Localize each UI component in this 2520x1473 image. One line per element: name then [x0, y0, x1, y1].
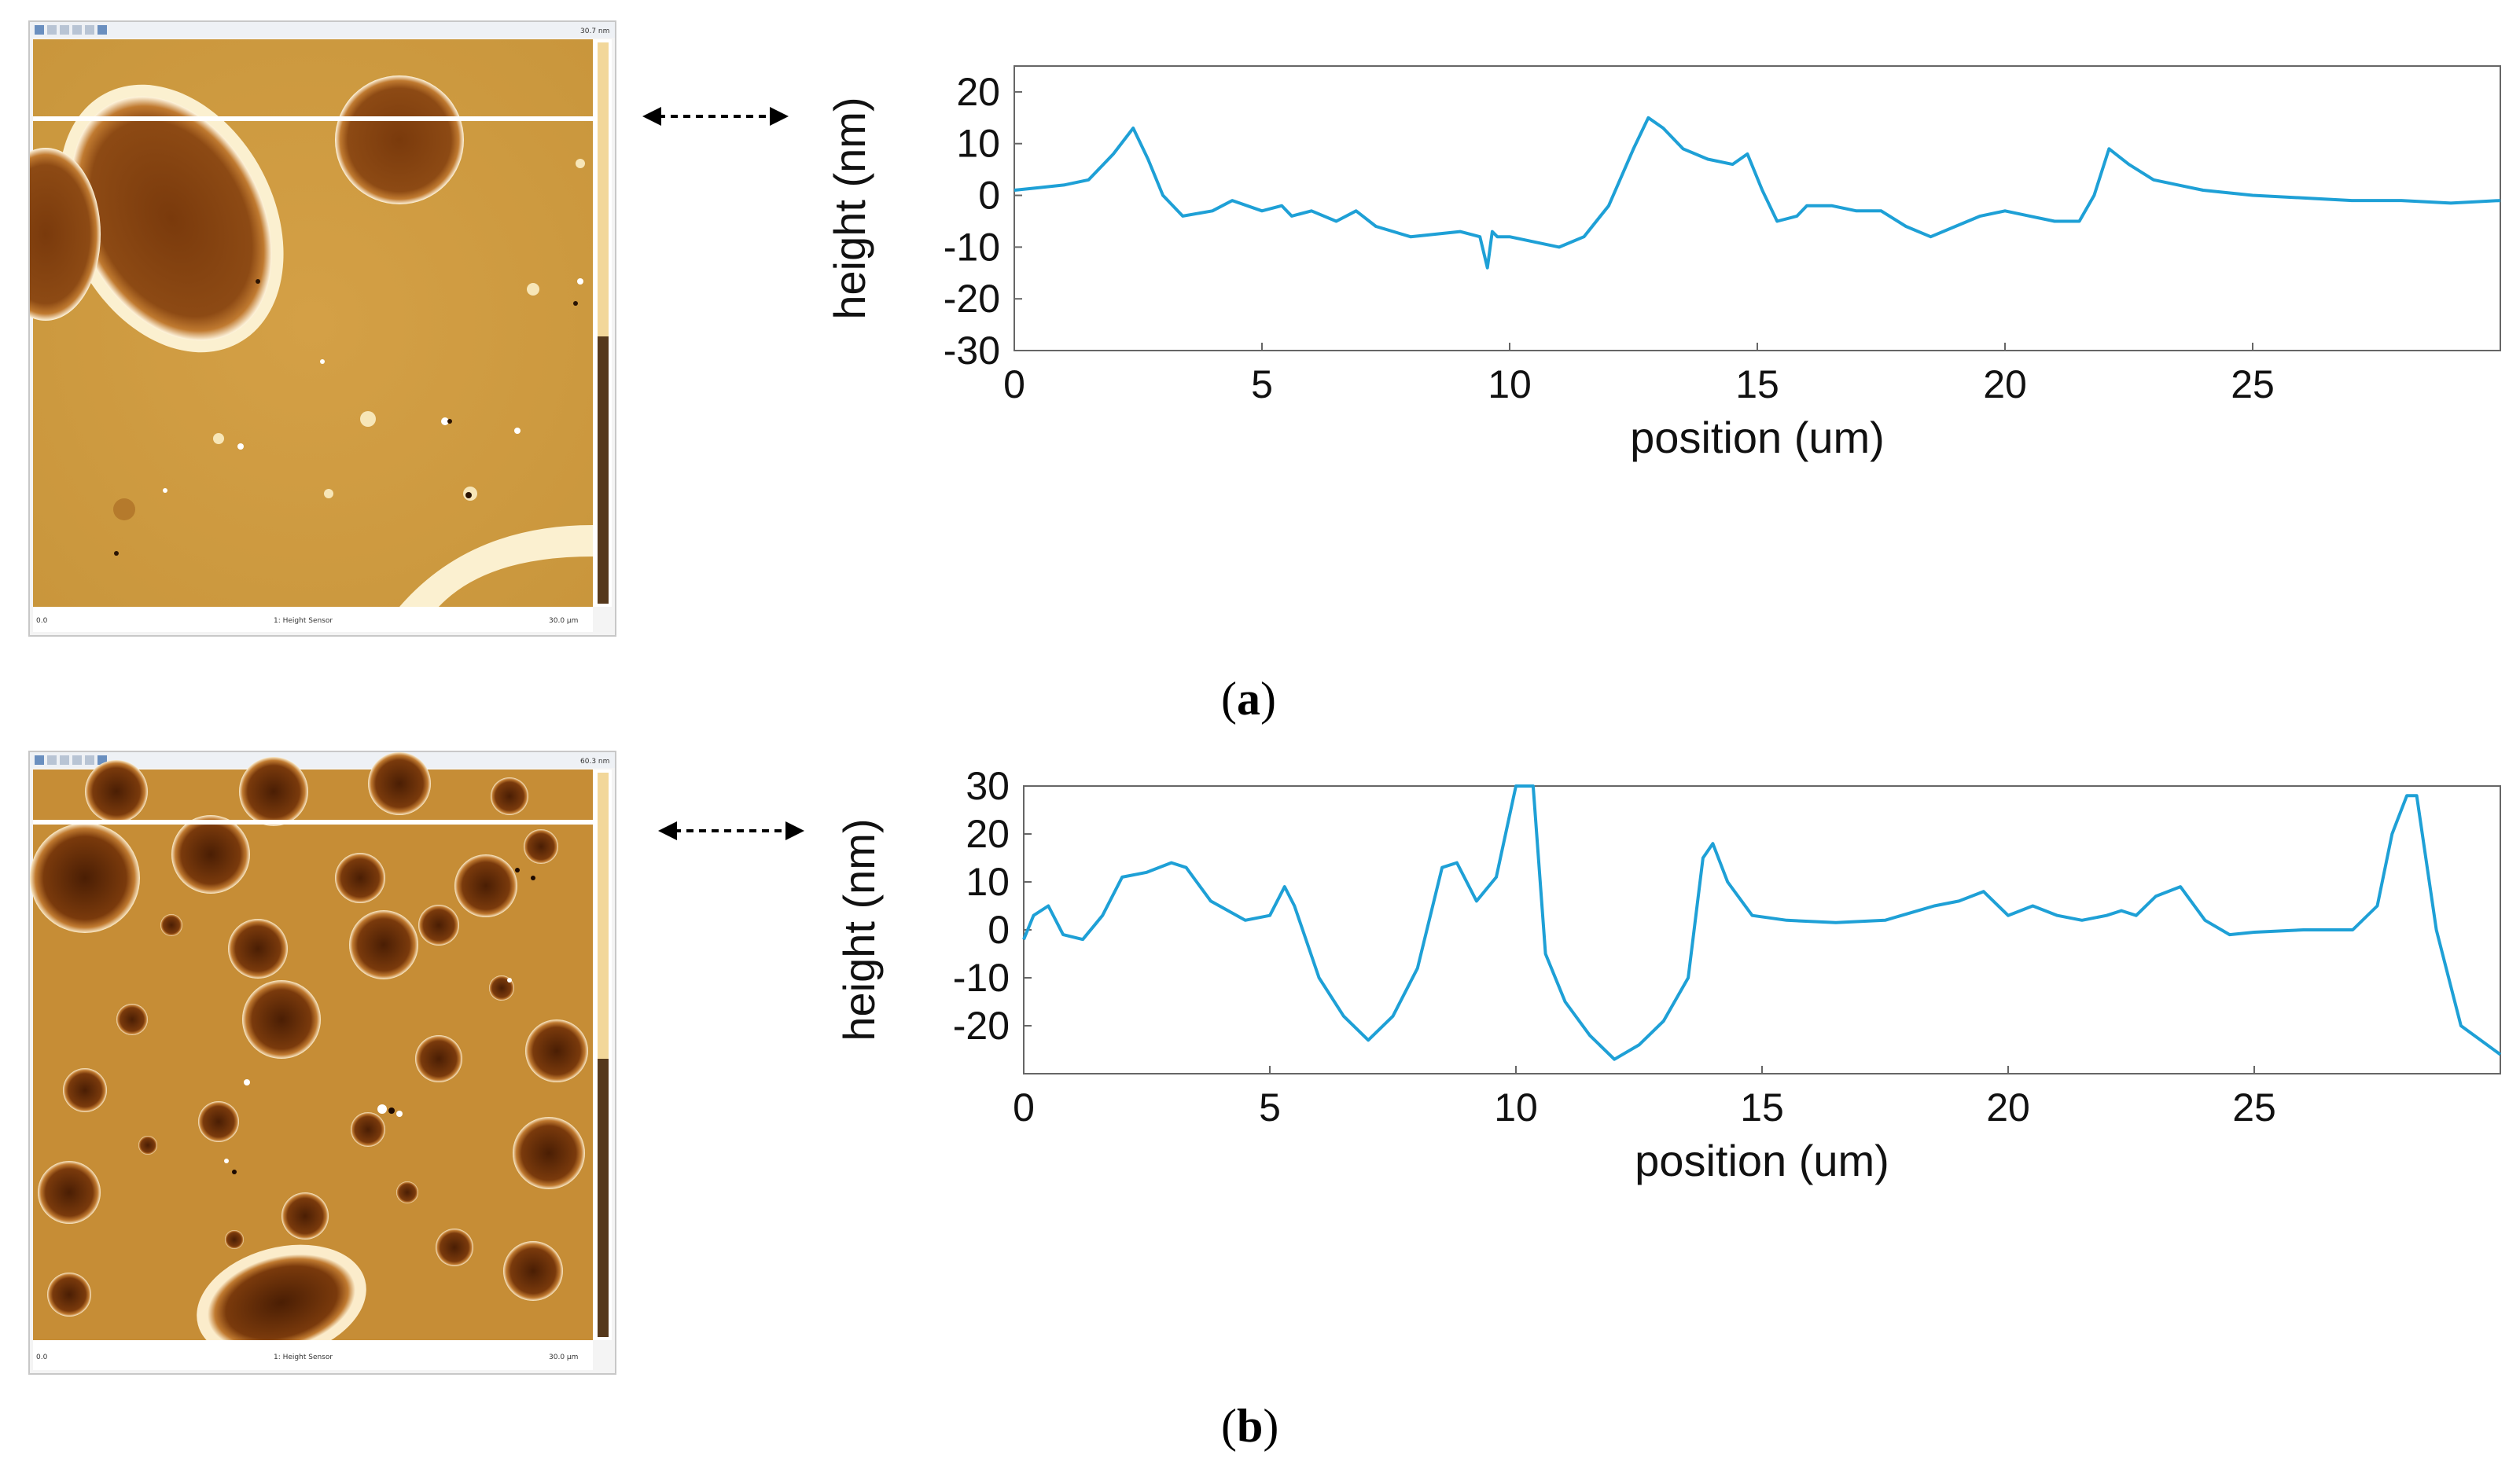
toolbar-icons: [35, 25, 107, 35]
x-tick-label: 0: [1013, 1085, 1035, 1130]
scale-max-label: 30.7 nm: [580, 28, 609, 35]
scale-max-label: 60.3 nm: [580, 758, 609, 766]
afm-image-a: 30.7 nm 0.0 1: Height Sensor 30.0 µm: [28, 20, 616, 637]
y-axis-title: height (nm): [834, 818, 884, 1041]
y-tick-label: 30: [966, 764, 1010, 808]
y-tick-label: -10: [944, 225, 1000, 269]
scale-min-label: 0.0: [36, 1354, 48, 1361]
x-tick-label: 10: [1494, 1085, 1538, 1130]
caption-label: a: [1236, 673, 1260, 725]
series-line: [1014, 116, 2501, 270]
x-tick-label: 10: [1488, 362, 1532, 406]
series-line: [1022, 784, 2502, 1061]
caption-a: (a): [1221, 673, 1276, 725]
y-tick-label: 10: [956, 122, 1000, 166]
y-tick-label: -10: [953, 956, 1010, 1000]
y-tick-label: -20: [944, 277, 1000, 321]
caption-label: b: [1236, 1400, 1264, 1452]
afm-height-map-a: 30.7 nm 0.0 1: Height Sensor 30.0 µm: [30, 22, 615, 635]
x-tick-label: 15: [1740, 1085, 1784, 1130]
y-tick-label: 20: [966, 812, 1010, 856]
x-tick-label: 15: [1735, 362, 1779, 406]
afm-image-b: 60.3 nm 0.0 1: Height Sensor: [28, 751, 616, 1375]
y-tick-label: 0: [978, 174, 1000, 218]
y-tick-label: 20: [956, 70, 1000, 114]
x-tick-label: 5: [1259, 1085, 1281, 1130]
channel-title: 1: Height Sensor: [274, 617, 333, 625]
x-tick-label: 25: [2232, 1085, 2276, 1130]
x-tick-label: 25: [2231, 362, 2275, 406]
x-tick-label: 0: [1003, 362, 1025, 406]
y-tick-label: -20: [953, 1004, 1010, 1048]
scale-bar-label: 30.0 µm: [549, 1354, 578, 1361]
double-arrow-icon: [658, 821, 804, 840]
channel-title: 1: Height Sensor: [274, 1354, 333, 1361]
scale-min-label: 0.0: [36, 617, 48, 625]
afm-height-map-b: 60.3 nm 0.0 1: Height Sensor: [30, 752, 615, 1373]
x-tick-label: 20: [1983, 362, 2027, 406]
y-tick-label: -30: [944, 329, 1000, 373]
double-arrow-icon: [642, 107, 789, 126]
plot-frame: [1014, 65, 2501, 351]
scan-line: [33, 820, 593, 825]
toolbar-icons: [35, 755, 107, 765]
y-axis-title: height (nm): [825, 97, 874, 319]
x-tick-label: 20: [1986, 1085, 2030, 1130]
x-tick-label: 5: [1251, 362, 1273, 406]
y-tick-label: 0: [988, 908, 1010, 952]
y-tick-label: 10: [966, 860, 1010, 904]
chart-a: 0 5 10 15 20 25 20 10 0 -10 -20 -30 height (nm) pos…: [825, 65, 2501, 462]
x-axis-title: position (um): [1635, 1136, 1889, 1185]
scan-line: [33, 116, 593, 121]
x-axis-title: position (um): [1630, 413, 1885, 462]
scale-bar-label: 30.0 µm: [549, 617, 578, 625]
caption-b: (b): [1221, 1400, 1279, 1452]
